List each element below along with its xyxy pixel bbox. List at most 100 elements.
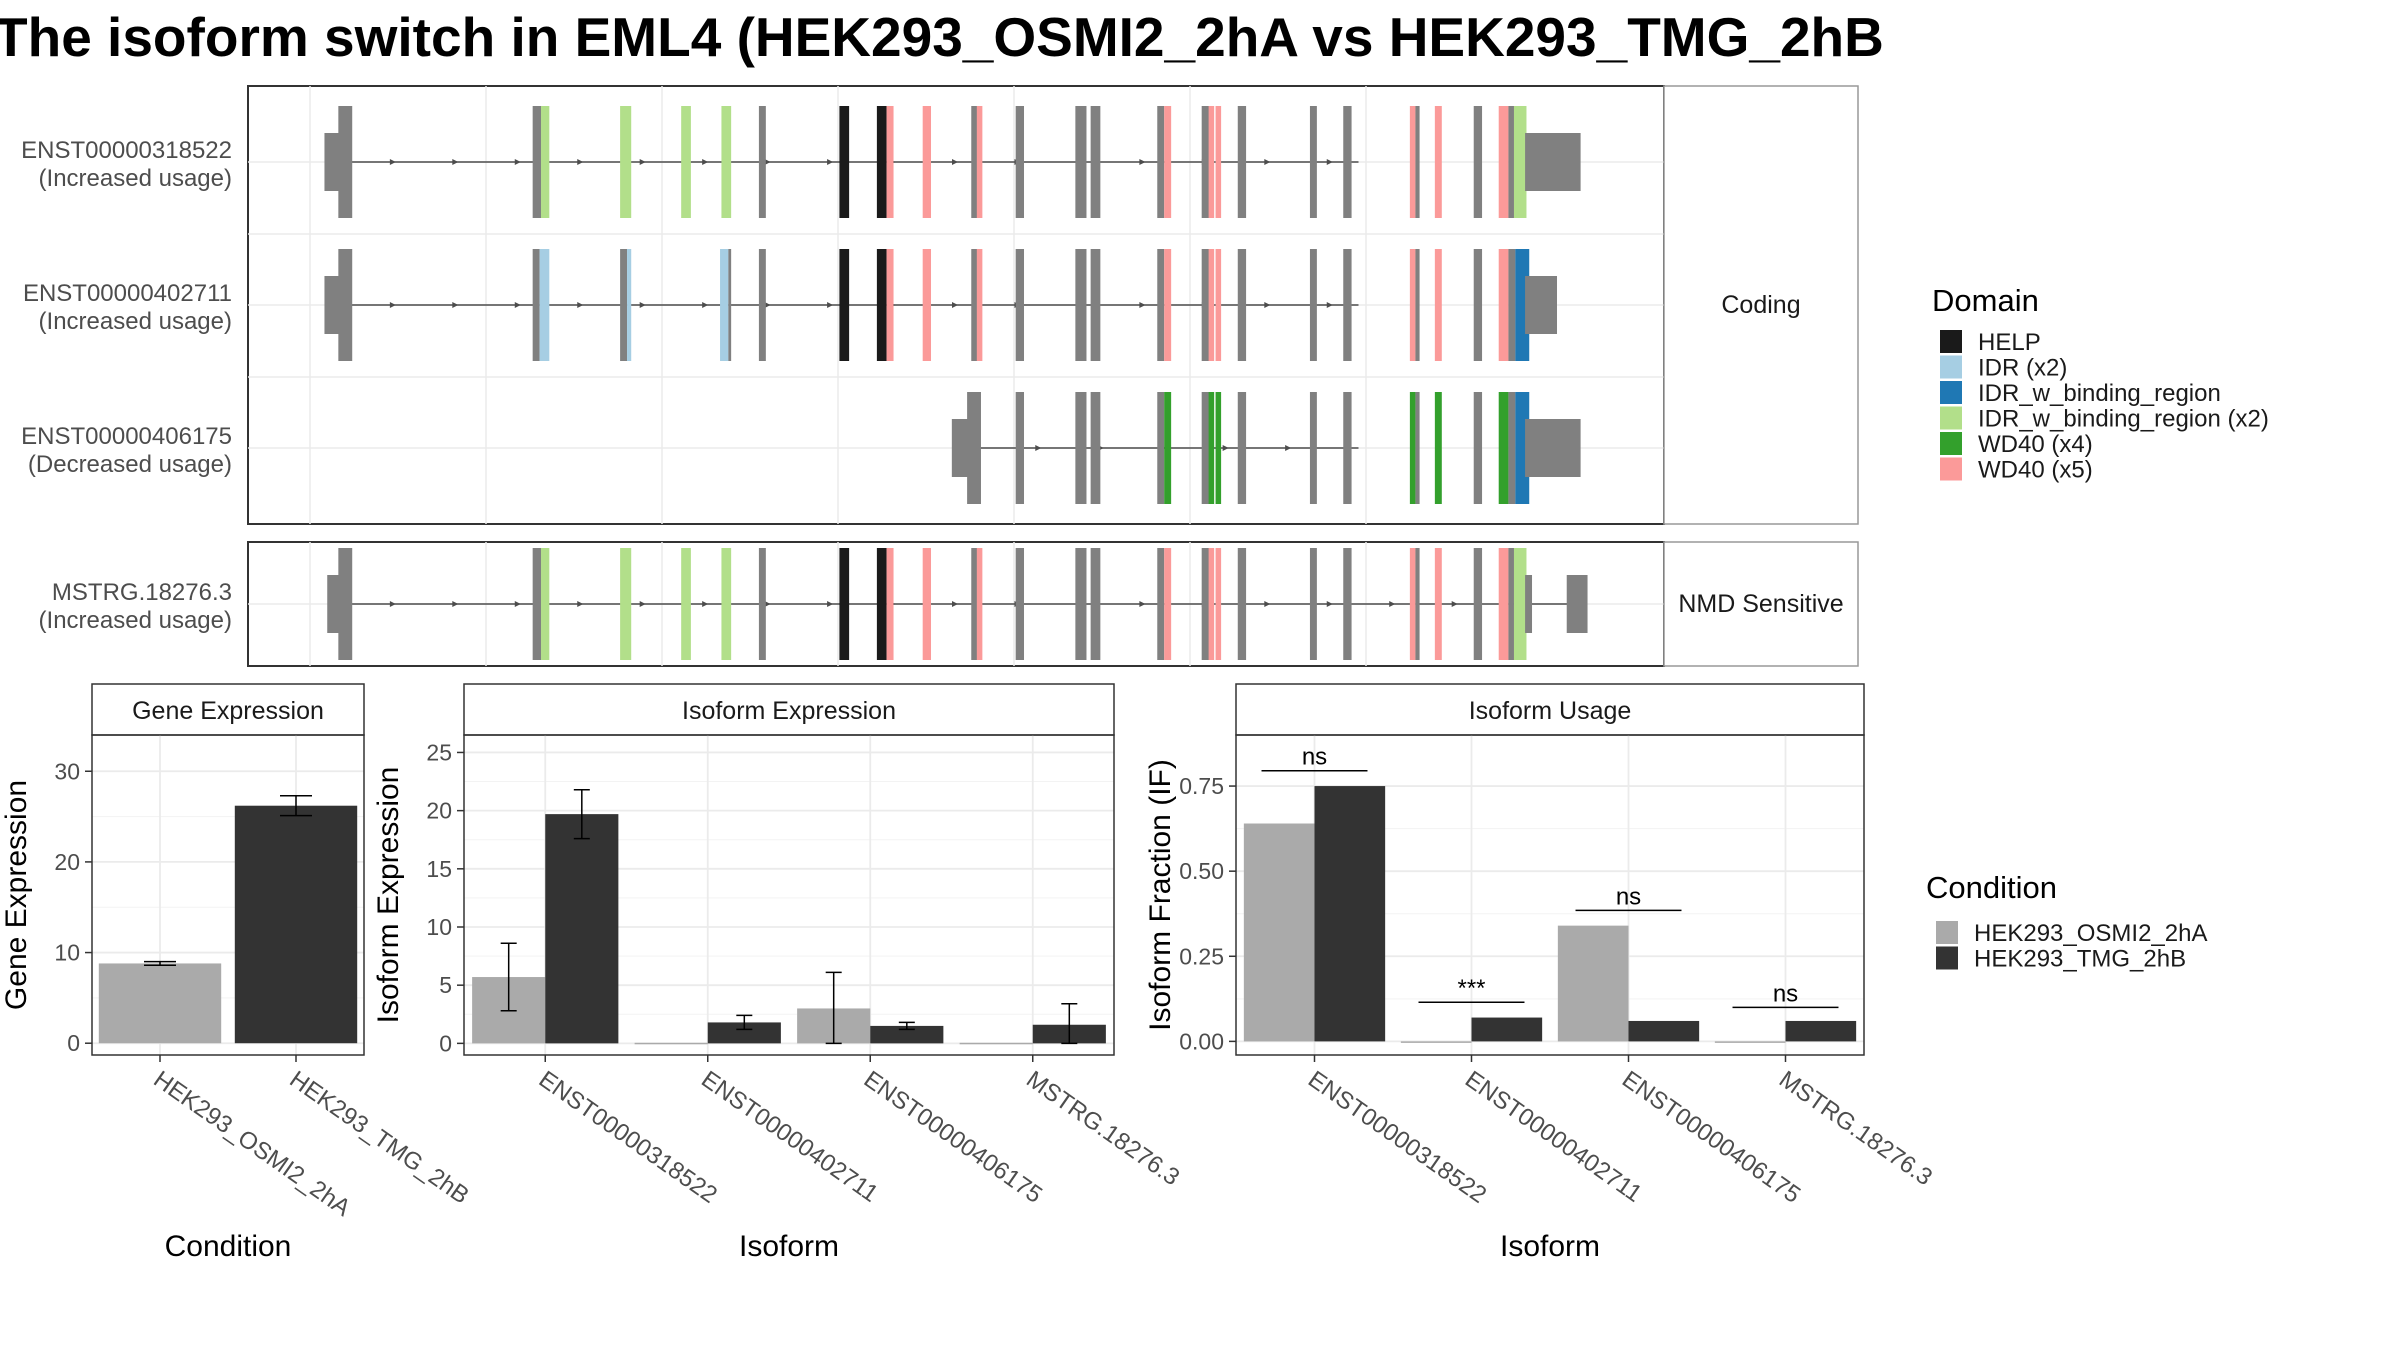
domain-exon bbox=[886, 249, 894, 361]
legend-key-label: WD40 (x4) bbox=[1978, 431, 2093, 458]
coding-exon bbox=[1015, 548, 1025, 660]
domain-exon bbox=[1498, 392, 1509, 504]
y-tick-label: 10 bbox=[54, 940, 80, 966]
coding-exon bbox=[1508, 548, 1514, 660]
coding-exon bbox=[1090, 106, 1101, 218]
coding-exon bbox=[1201, 392, 1211, 504]
x-axis-title: Condition bbox=[165, 1230, 292, 1263]
direction-arrow bbox=[577, 159, 584, 165]
domain-exon bbox=[922, 249, 932, 361]
legend-key-label: WD40 (x5) bbox=[1978, 457, 2093, 484]
coding-exon bbox=[758, 249, 766, 361]
coding-exon bbox=[967, 392, 981, 504]
coding-exon bbox=[1309, 392, 1317, 504]
domain-exon bbox=[540, 548, 550, 660]
y-tick-label: 20 bbox=[426, 798, 452, 824]
coding-exon bbox=[1237, 392, 1247, 504]
legend-key-swatch bbox=[1940, 355, 1962, 379]
direction-arrow bbox=[452, 159, 459, 165]
domain-exon bbox=[1215, 392, 1222, 504]
direction-arrow bbox=[514, 601, 521, 607]
y-axis-title: Gene Expression bbox=[0, 780, 33, 1010]
coding-exon bbox=[1075, 249, 1087, 361]
domain-exon bbox=[1409, 392, 1416, 504]
transcript-ENST00000406175 bbox=[951, 392, 1581, 504]
domain-exon bbox=[976, 548, 983, 660]
direction-arrow bbox=[702, 159, 709, 165]
direction-arrow bbox=[764, 302, 771, 308]
error-bar bbox=[736, 1014, 753, 1031]
transcript-usage-label: (Increased usage) bbox=[39, 308, 232, 335]
bar bbox=[1400, 1041, 1472, 1043]
bar bbox=[98, 963, 222, 1044]
transcript-usage-label: (Decreased usage) bbox=[28, 451, 232, 478]
legend-key-swatch bbox=[1940, 406, 1962, 430]
direction-arrow bbox=[952, 302, 958, 308]
domain-exon bbox=[876, 106, 887, 218]
bar bbox=[1243, 823, 1315, 1042]
domain-exon bbox=[1215, 106, 1222, 218]
legend-key-swatch bbox=[1940, 381, 1962, 404]
direction-arrow bbox=[514, 159, 521, 165]
domain-exon bbox=[721, 106, 732, 218]
domain-exon bbox=[1208, 392, 1215, 504]
error-bar bbox=[500, 942, 517, 1012]
direction-arrow bbox=[1264, 601, 1271, 607]
domain-exon bbox=[1164, 249, 1172, 361]
bar bbox=[1628, 1020, 1700, 1042]
nmd-strip-label: NMD Sensitive bbox=[1678, 590, 1843, 618]
coding-exon bbox=[1157, 548, 1165, 660]
coding-exon bbox=[1473, 106, 1483, 218]
coding-exon bbox=[1157, 249, 1165, 361]
coding-exon bbox=[532, 548, 543, 660]
domain-exon bbox=[1164, 392, 1172, 504]
chart-title: Isoform Expression bbox=[682, 697, 896, 725]
domain-exon bbox=[681, 548, 691, 660]
legend-key-swatch bbox=[1940, 432, 1962, 455]
y-tick-label: 0.00 bbox=[1179, 1028, 1224, 1054]
error-bar bbox=[898, 1021, 915, 1031]
y-tick-label: 0 bbox=[67, 1030, 80, 1056]
direction-arrow bbox=[452, 601, 459, 607]
x-tick-label: ENST00000406175 bbox=[859, 1066, 1047, 1209]
direction-arrow bbox=[1326, 159, 1333, 165]
chart-3: Isoform Usagens***nsns0.000.250.500.75EN… bbox=[1144, 683, 1937, 1263]
bar bbox=[870, 1025, 944, 1044]
domain-exon bbox=[1409, 106, 1416, 218]
direction-arrow bbox=[827, 302, 834, 308]
y-tick-label: 0.50 bbox=[1179, 858, 1224, 884]
coding-exon bbox=[728, 249, 732, 361]
transcript-id-label: MSTRG.18276.3 bbox=[52, 579, 232, 606]
legend-key-swatch bbox=[1936, 921, 1958, 944]
x-tick-label: MSTRG.18276.3 bbox=[1021, 1066, 1184, 1191]
facet-strip bbox=[91, 683, 365, 736]
direction-arrow bbox=[1035, 445, 1042, 451]
domain-exon bbox=[922, 548, 932, 660]
domain-legend-title: Domain bbox=[1932, 283, 2039, 318]
coding-exon bbox=[1473, 249, 1483, 361]
coding-exon bbox=[1237, 249, 1247, 361]
coding-exon bbox=[971, 548, 980, 660]
direction-arrow bbox=[702, 302, 709, 308]
transcript-id-label: ENST00000406175 bbox=[21, 423, 232, 450]
direction-arrow bbox=[514, 302, 521, 308]
domain-exon bbox=[1208, 548, 1215, 660]
significance-label: ns bbox=[1773, 980, 1798, 1007]
domain-exon bbox=[1164, 106, 1172, 218]
coding-strip bbox=[1663, 85, 1859, 525]
direction-arrow bbox=[952, 601, 958, 607]
domain-exon bbox=[1409, 548, 1416, 660]
coding-exon bbox=[1309, 106, 1317, 218]
condition-legend-title: Condition bbox=[1926, 870, 2057, 905]
x-axis-title: Isoform bbox=[739, 1230, 839, 1263]
utr-exon bbox=[1525, 575, 1533, 633]
domain-exon bbox=[1409, 249, 1416, 361]
bar bbox=[234, 805, 358, 1044]
domain-exon bbox=[1434, 392, 1442, 504]
domain-exon bbox=[886, 548, 894, 660]
direction-arrow bbox=[1222, 445, 1229, 451]
legend-key-label: HEK293_TMG_2hB bbox=[1974, 946, 2186, 973]
direction-arrow bbox=[577, 601, 584, 607]
utr-exon bbox=[327, 575, 342, 633]
